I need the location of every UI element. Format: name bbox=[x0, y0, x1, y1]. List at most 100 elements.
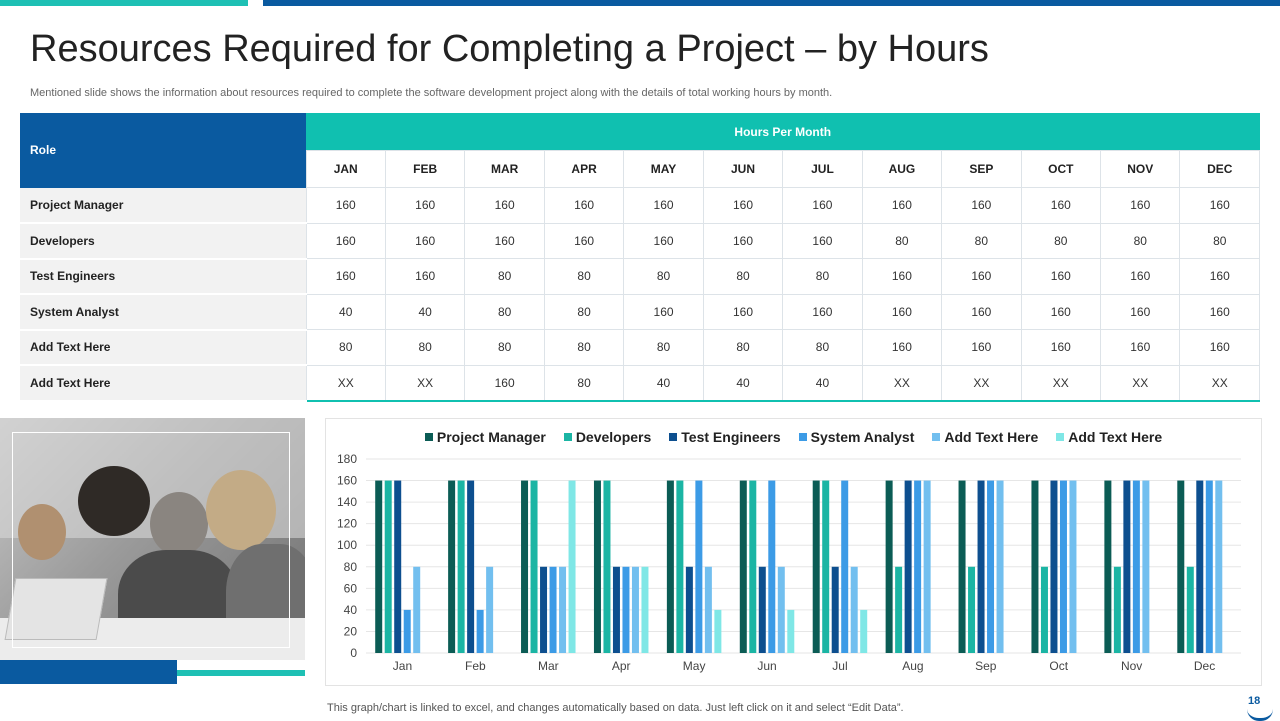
table-cell: 80 bbox=[543, 258, 625, 295]
table-cell: 160 bbox=[623, 222, 704, 259]
bar bbox=[1205, 480, 1213, 653]
bar bbox=[1113, 566, 1121, 653]
table-cell: 160 bbox=[1100, 329, 1181, 366]
table-cell: 160 bbox=[782, 293, 863, 330]
table-row: Project Manager 160 160 160 160 160 160 160 160 1… bbox=[20, 187, 1260, 224]
y-tick-label: 180 bbox=[337, 452, 357, 466]
bar bbox=[787, 609, 795, 653]
table-cell: 80 bbox=[1020, 222, 1102, 259]
bar bbox=[413, 566, 421, 653]
table-cell: 80 bbox=[702, 258, 784, 295]
table-cell: 160 bbox=[782, 222, 863, 259]
bar bbox=[695, 480, 703, 653]
photo-frame bbox=[12, 432, 290, 648]
table-cell: 160 bbox=[941, 329, 1022, 366]
legend-label: Add Text Here bbox=[944, 429, 1039, 445]
y-tick-label: 40 bbox=[344, 603, 358, 617]
month-header: JAN bbox=[305, 150, 386, 188]
bar bbox=[914, 480, 922, 653]
table-cell: 160 bbox=[305, 222, 386, 259]
table-cell: 160 bbox=[1100, 258, 1181, 295]
table-cell: 160 bbox=[623, 187, 704, 224]
bar bbox=[923, 480, 931, 653]
bar bbox=[676, 480, 684, 653]
table-cell: XX bbox=[1020, 364, 1102, 402]
bar bbox=[831, 566, 839, 653]
bar bbox=[758, 566, 766, 653]
table-cell: 160 bbox=[941, 187, 1022, 224]
bar bbox=[987, 480, 995, 653]
x-tick-label: May bbox=[683, 659, 706, 673]
bar bbox=[540, 566, 548, 653]
bar bbox=[394, 480, 402, 653]
table-cell: 160 bbox=[702, 187, 784, 224]
bar bbox=[850, 566, 858, 653]
x-tick-label: Sep bbox=[975, 659, 997, 673]
bar bbox=[1142, 480, 1150, 653]
bar bbox=[1040, 566, 1048, 653]
table-cell: 160 bbox=[464, 187, 545, 224]
slide-subtitle: Mentioned slide shows the information ab… bbox=[30, 87, 833, 99]
table-cell: 80 bbox=[782, 258, 863, 295]
table-row: Developers 160 160 160 160 160 160 160 80 80 80 80 8… bbox=[20, 222, 1260, 260]
hand-icon bbox=[1247, 708, 1273, 721]
table-cell: 160 bbox=[305, 187, 386, 224]
legend-item: Project Manager bbox=[424, 429, 546, 445]
table-cell: 40 bbox=[305, 293, 386, 330]
legend-item: Developers bbox=[563, 429, 651, 445]
table-cell: 160 bbox=[861, 258, 943, 295]
bar bbox=[822, 480, 830, 653]
table-cell: 80 bbox=[861, 222, 943, 259]
table-cell: XX bbox=[941, 364, 1022, 402]
top-accent-bar-teal bbox=[0, 0, 248, 6]
bar bbox=[403, 609, 411, 653]
table-cell: 160 bbox=[1020, 258, 1102, 295]
bar bbox=[568, 480, 576, 653]
legend-label: Add Text Here bbox=[1068, 429, 1163, 445]
month-header: JUN bbox=[702, 150, 784, 188]
row-label: Project Manager bbox=[20, 187, 306, 224]
table-cell: 160 bbox=[941, 258, 1022, 295]
hours-chart[interactable]: 0 20 40 60 80 100 120 140 160 180 Jan Feb Mar Apr May J… bbox=[325, 418, 1262, 686]
table-cell: 80 bbox=[305, 329, 386, 366]
hours-table: Role Hours Per Month JAN FEB MAR APR MAY JUN J… bbox=[20, 113, 1260, 402]
photo-person-man bbox=[150, 492, 208, 556]
bar bbox=[476, 609, 484, 653]
bar bbox=[1177, 480, 1185, 653]
bar bbox=[612, 566, 620, 653]
table-cell: 80 bbox=[464, 329, 545, 366]
y-tick-label: 0 bbox=[350, 646, 357, 660]
x-tick-label: Nov bbox=[1121, 659, 1142, 673]
table-cell: 160 bbox=[1179, 258, 1260, 295]
table-cell: 40 bbox=[623, 364, 704, 402]
table-row: System Analyst 40 40 80 80 160 160 160 160 160 160… bbox=[20, 293, 1260, 331]
month-header: DEC bbox=[1179, 150, 1260, 188]
table-cell: 80 bbox=[543, 364, 625, 402]
month-header: FEB bbox=[384, 150, 466, 188]
bar bbox=[1186, 566, 1194, 653]
table-cell: 160 bbox=[384, 187, 466, 224]
table-cell: 80 bbox=[543, 293, 625, 330]
month-header: OCT bbox=[1020, 150, 1102, 188]
bar bbox=[1215, 480, 1223, 653]
bar bbox=[549, 566, 557, 653]
table-cell: 40 bbox=[702, 364, 784, 402]
legend-label: System Analyst bbox=[810, 429, 915, 445]
bar bbox=[467, 480, 475, 653]
x-tick-label: Dec bbox=[1194, 659, 1215, 673]
table-cell: XX bbox=[384, 364, 466, 402]
bar bbox=[895, 566, 903, 653]
table-cell: 80 bbox=[1179, 222, 1260, 259]
bar bbox=[841, 480, 849, 653]
x-tick-label: Oct bbox=[1049, 659, 1068, 673]
bar bbox=[749, 480, 757, 653]
legend-swatch bbox=[669, 433, 678, 441]
table-cell: 160 bbox=[384, 258, 466, 295]
y-tick-label: 80 bbox=[344, 560, 358, 574]
table-cell: 160 bbox=[464, 364, 545, 402]
table-cell: 160 bbox=[702, 293, 784, 330]
bar bbox=[603, 480, 611, 653]
bar bbox=[631, 566, 639, 653]
team-photo bbox=[0, 418, 305, 660]
table-cell: 160 bbox=[1020, 187, 1102, 224]
